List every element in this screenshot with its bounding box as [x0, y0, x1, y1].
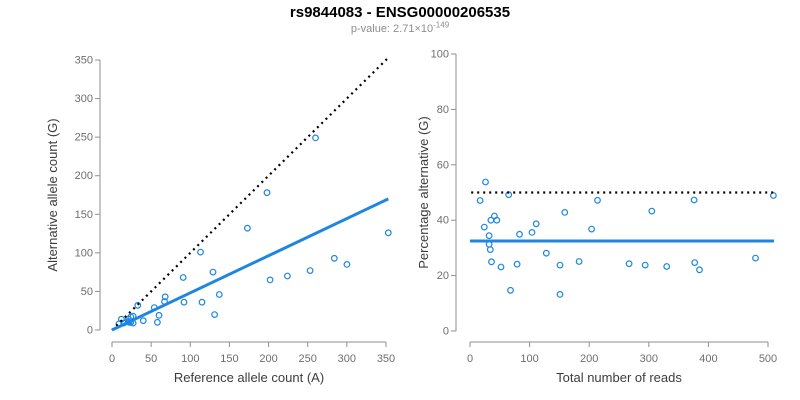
data-point — [266, 276, 274, 284]
y-tick-label: 50 — [81, 286, 93, 298]
data-point — [486, 246, 494, 254]
data-point — [306, 267, 314, 275]
y-axis-title: Alternative allele count (G) — [45, 118, 60, 271]
data-point — [198, 298, 206, 306]
y-tick-label: 60 — [437, 159, 449, 171]
data-point — [513, 260, 521, 268]
data-point — [696, 266, 703, 274]
data-point — [691, 259, 699, 267]
data-point — [690, 196, 698, 204]
regression-line — [111, 197, 389, 332]
data-point — [284, 272, 291, 280]
x-tick-label: 300 — [640, 353, 658, 365]
x-axis-title: Reference allele count (A) — [174, 370, 324, 385]
y-tick-label: 350 — [75, 55, 93, 67]
y-tick-label: 0 — [87, 325, 93, 337]
data-point — [588, 225, 595, 233]
data-point — [209, 268, 217, 276]
x-tick-label: 0 — [109, 353, 115, 365]
y-tick-label: 80 — [437, 104, 449, 116]
data-point — [312, 134, 319, 142]
data-point — [507, 286, 514, 294]
pvalue-exponent: -149 — [433, 20, 450, 30]
percentage-alternative-plot: 0 100 200 300 400 500 0 20 40 60 80 100 Total number… — [416, 49, 777, 386]
data-point — [542, 249, 550, 257]
data-point — [330, 254, 338, 262]
data-point — [243, 224, 251, 232]
figure-subtitle: p-value: 2.71×10-149 — [0, 20, 800, 35]
identity-line — [111, 56, 390, 331]
y-tick-label: 0 — [443, 326, 449, 338]
data-point — [625, 260, 633, 268]
data-point — [516, 230, 523, 238]
y-tick-label: 150 — [75, 209, 93, 221]
data-point — [493, 216, 501, 224]
x-tick-label: 100 — [520, 353, 538, 365]
data-point — [215, 291, 223, 298]
data-point — [663, 263, 671, 270]
y-axis-title: Percentage alternative (G) — [416, 116, 431, 268]
y-tick-label: 20 — [437, 270, 449, 282]
x-axis-title: Total number of reads — [556, 370, 682, 385]
x-tick-label: 300 — [338, 353, 356, 365]
y-tick-label: 100 — [431, 49, 449, 61]
data-point — [161, 293, 169, 301]
data-point — [532, 220, 540, 228]
data-point — [575, 258, 583, 265]
data-point — [485, 232, 493, 240]
y-tick-label: 250 — [75, 132, 93, 144]
data-point — [384, 229, 392, 237]
data-point — [556, 291, 564, 298]
data-point — [482, 178, 489, 186]
data-point — [480, 223, 488, 231]
data-point — [594, 196, 601, 204]
data-point — [641, 261, 649, 269]
data-point — [139, 317, 147, 325]
data-point — [197, 248, 204, 256]
x-tick-label: 150 — [220, 353, 238, 365]
data-point — [134, 301, 142, 309]
data-point — [211, 311, 219, 319]
data-point — [488, 258, 495, 266]
data-point — [263, 189, 271, 197]
x-tick-label: 200 — [580, 353, 598, 365]
x-tick-label: 50 — [145, 353, 157, 365]
data-point — [528, 228, 536, 236]
data-point — [179, 274, 187, 281]
x-tick-label: 0 — [467, 353, 473, 365]
y-tick-label: 100 — [75, 247, 93, 259]
x-tick-label: 400 — [699, 353, 717, 365]
y-tick-label: 200 — [75, 170, 93, 182]
x-tick-label: 500 — [759, 353, 777, 365]
figure-title: rs9844083 - ENSG00000206535 — [289, 4, 511, 21]
data-point — [556, 261, 564, 269]
pvalue-label: p-value: 2.71×10 — [350, 23, 434, 35]
data-point — [153, 318, 161, 326]
data-point — [343, 261, 351, 268]
data-point — [752, 254, 759, 262]
y-tick-label: 300 — [75, 93, 93, 105]
data-point — [770, 192, 777, 199]
data-point — [561, 208, 569, 216]
allele-counts-plot: 0 50 100 150 200 250 300 350 0 50 100 150 200 250 300 3… — [45, 55, 395, 386]
data-point — [155, 311, 163, 319]
data-point — [648, 207, 656, 215]
x-tick-label: 100 — [181, 353, 199, 365]
data-point — [497, 263, 505, 271]
data-point — [476, 197, 484, 204]
data-point — [180, 298, 188, 306]
x-tick-label: 200 — [259, 353, 277, 365]
x-tick-label: 350 — [377, 353, 395, 365]
y-tick-label: 40 — [437, 215, 449, 227]
x-tick-label: 250 — [299, 353, 317, 365]
